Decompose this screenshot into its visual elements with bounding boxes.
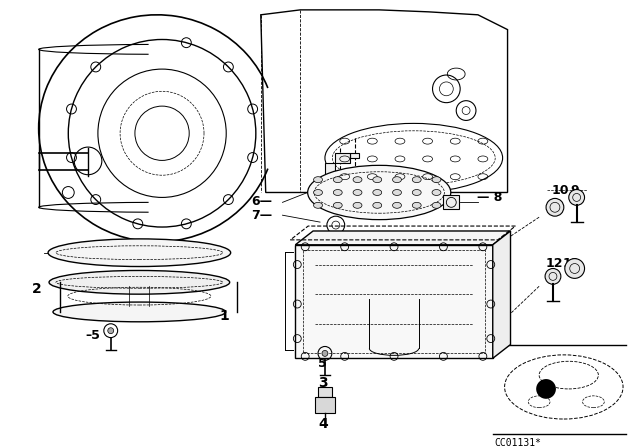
Circle shape	[569, 190, 584, 205]
Text: 1: 1	[220, 309, 229, 323]
Text: — 8: — 8	[477, 191, 502, 204]
Circle shape	[565, 258, 584, 278]
Text: 12: 12	[545, 257, 563, 270]
Polygon shape	[295, 231, 511, 245]
Ellipse shape	[392, 190, 401, 195]
Text: 4: 4	[318, 418, 328, 431]
Text: 11: 11	[563, 257, 580, 270]
Ellipse shape	[353, 177, 362, 183]
Ellipse shape	[353, 202, 362, 208]
Polygon shape	[295, 245, 493, 358]
Bar	[444, 195, 459, 209]
Ellipse shape	[48, 239, 230, 267]
Circle shape	[322, 350, 328, 356]
Text: 10: 10	[552, 184, 570, 197]
Ellipse shape	[308, 165, 451, 220]
Ellipse shape	[432, 177, 441, 183]
Ellipse shape	[333, 202, 342, 208]
Ellipse shape	[333, 177, 342, 183]
Ellipse shape	[314, 190, 323, 195]
Circle shape	[536, 379, 556, 399]
Text: CC01131*: CC01131*	[495, 438, 541, 448]
Text: –5: –5	[85, 329, 100, 342]
Bar	[318, 387, 332, 397]
Ellipse shape	[373, 190, 381, 195]
Text: 3: 3	[318, 376, 328, 390]
Bar	[303, 250, 485, 353]
Text: 9: 9	[571, 184, 579, 197]
Circle shape	[545, 268, 561, 284]
Circle shape	[108, 328, 114, 334]
Ellipse shape	[314, 177, 323, 183]
Ellipse shape	[49, 271, 230, 294]
Ellipse shape	[392, 202, 401, 208]
Bar	[315, 397, 335, 413]
Ellipse shape	[432, 190, 441, 195]
Ellipse shape	[53, 302, 226, 322]
Ellipse shape	[314, 202, 323, 208]
Ellipse shape	[412, 177, 421, 183]
Ellipse shape	[333, 190, 342, 195]
Ellipse shape	[412, 202, 421, 208]
Ellipse shape	[412, 190, 421, 195]
Ellipse shape	[373, 202, 381, 208]
Text: 6—: 6—	[252, 195, 273, 208]
Polygon shape	[325, 153, 360, 188]
Ellipse shape	[373, 177, 381, 183]
Ellipse shape	[432, 202, 441, 208]
Text: 2: 2	[32, 282, 42, 296]
Circle shape	[546, 198, 564, 216]
Text: 5: 5	[318, 357, 327, 370]
Text: 7—: 7—	[252, 209, 273, 222]
Ellipse shape	[392, 177, 401, 183]
Ellipse shape	[353, 190, 362, 195]
Polygon shape	[493, 231, 511, 358]
